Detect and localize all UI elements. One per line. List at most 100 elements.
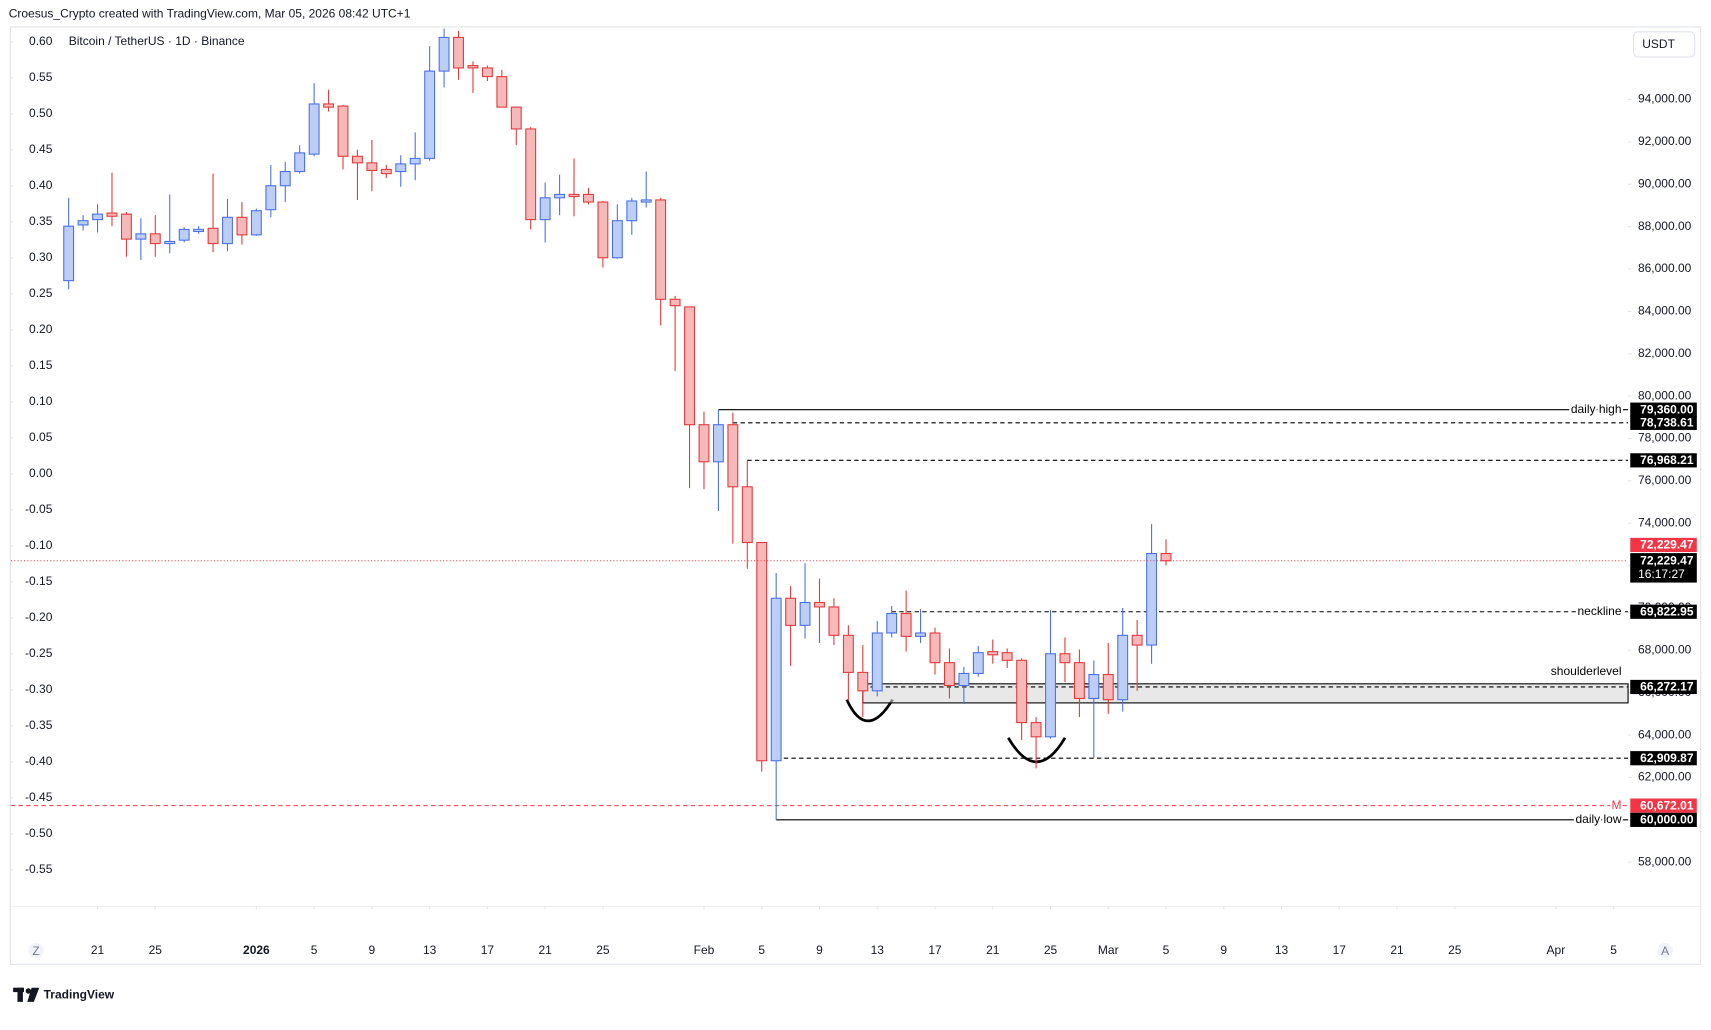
candle-body <box>1059 653 1071 664</box>
candle-body <box>929 632 941 664</box>
x-tick-label: 13 <box>423 943 437 957</box>
candle-body <box>424 70 436 159</box>
candle-body <box>279 170 291 187</box>
last-price-countdown-box <box>1630 553 1697 583</box>
x-tick-label: 9 <box>369 943 376 957</box>
x-tick-label: 13 <box>1275 943 1289 957</box>
x-tick-label: 25 <box>149 943 163 957</box>
x-tick-label: 17 <box>481 943 495 957</box>
x-tick-label: 21 <box>91 943 105 957</box>
candle-body <box>164 240 176 245</box>
level-price-label: 60,672.01 <box>1640 798 1694 812</box>
candle-body <box>958 672 970 687</box>
level-text: shoulderlevel <box>1551 664 1622 678</box>
candle-body <box>626 200 638 222</box>
candle-body <box>684 306 695 426</box>
candle-body <box>1073 662 1085 700</box>
countdown: 16:17:27 <box>1638 567 1685 581</box>
brand: TradingView <box>44 988 115 1002</box>
zoom-button-label[interactable]: Z <box>32 944 39 958</box>
x-tick-label: 9 <box>1220 943 1227 957</box>
candle-body <box>92 213 104 221</box>
y-tick-label: 84,000.00 <box>1638 304 1692 318</box>
y-tick-label: 62,000.00 <box>1638 770 1692 784</box>
level-price-label-box <box>1630 402 1697 417</box>
x-tick-label: 21 <box>1390 943 1404 957</box>
y-tick-label: 78,000.00 <box>1638 431 1692 445</box>
auto-button[interactable] <box>1657 942 1673 959</box>
level-price-label: 69,822.95 <box>1640 604 1694 618</box>
candle-body <box>207 227 219 245</box>
candle-body <box>222 216 233 245</box>
y2-tick-label: 0.60 <box>29 34 53 48</box>
candle-body <box>438 36 450 72</box>
candle-body <box>453 36 464 69</box>
x-tick-label: Feb <box>694 943 715 957</box>
y-tick-label: 90,000.00 <box>1638 176 1692 190</box>
candle-body <box>568 193 580 198</box>
candle-body <box>496 76 508 108</box>
x-tick-label: 17 <box>1333 943 1347 957</box>
y2-tick-label: 0.45 <box>29 142 53 156</box>
candle-body <box>149 233 161 245</box>
candle-body <box>236 216 248 236</box>
shoulder-arc <box>845 698 894 723</box>
candle-body <box>323 103 335 108</box>
level-price-label-box <box>1630 415 1697 430</box>
y2-tick-label: 0.55 <box>29 70 53 84</box>
level-price-label: 76,968.21 <box>1640 453 1694 467</box>
candle-body <box>900 612 912 637</box>
candle-body <box>308 103 320 155</box>
candle-body <box>554 193 566 199</box>
candle-body <box>597 201 609 259</box>
candle-body <box>63 225 75 282</box>
candle-body <box>366 162 378 172</box>
level-price-label-box <box>1630 604 1697 619</box>
zoom-button[interactable] <box>28 942 44 959</box>
candle-body <box>987 651 999 656</box>
y-tick-label: 88,000.00 <box>1638 219 1692 233</box>
x-tick-label: Apr <box>1547 943 1566 957</box>
y2-tick-label: -0.20 <box>25 610 53 624</box>
level-text: daily low <box>1575 812 1621 826</box>
y2-tick-label: 0.05 <box>29 430 53 444</box>
candle-body <box>178 228 190 241</box>
candle-body <box>770 597 782 762</box>
y-tick-label: 80,000.00 <box>1638 388 1692 402</box>
candle-body <box>583 193 594 203</box>
candle-body <box>351 155 363 164</box>
candle-body <box>785 597 797 626</box>
level-price-label-box <box>1630 812 1697 827</box>
level-price-label-box <box>1630 798 1697 813</box>
frame <box>9 26 1702 965</box>
y2-tick-label: 0.35 <box>29 214 53 228</box>
candle-body <box>1102 673 1114 701</box>
candle-body <box>857 671 869 692</box>
candle-body <box>698 424 710 463</box>
auto-button-label[interactable]: A <box>1661 944 1669 958</box>
y-tick-label: 68,000.00 <box>1638 643 1692 657</box>
y2-tick-label: 0.15 <box>29 358 53 372</box>
y-tick-label: 94,000.00 <box>1638 92 1692 106</box>
y2-tick-label: -0.50 <box>25 826 53 840</box>
candle-body <box>886 612 898 634</box>
currency-button[interactable] <box>1632 31 1696 58</box>
y2-tick-label: -0.35 <box>25 718 53 732</box>
level-price-label: 79,360.00 <box>1640 402 1694 416</box>
currency[interactable]: USDT <box>1642 37 1675 51</box>
y2-tick-label: -0.45 <box>25 790 53 804</box>
candle-body <box>727 424 739 488</box>
candle-body <box>409 157 421 165</box>
level-price-label: 62,909.87 <box>1640 751 1694 765</box>
candle-body <box>510 106 522 130</box>
candle-body <box>1160 552 1172 562</box>
level-text: neckline <box>1577 604 1621 618</box>
level-price-label-box <box>1630 453 1697 468</box>
candle-body <box>814 601 825 608</box>
y2-tick-label: 0.10 <box>29 394 53 408</box>
candle-body <box>193 228 205 233</box>
y2-tick-label: -0.55 <box>25 862 53 876</box>
